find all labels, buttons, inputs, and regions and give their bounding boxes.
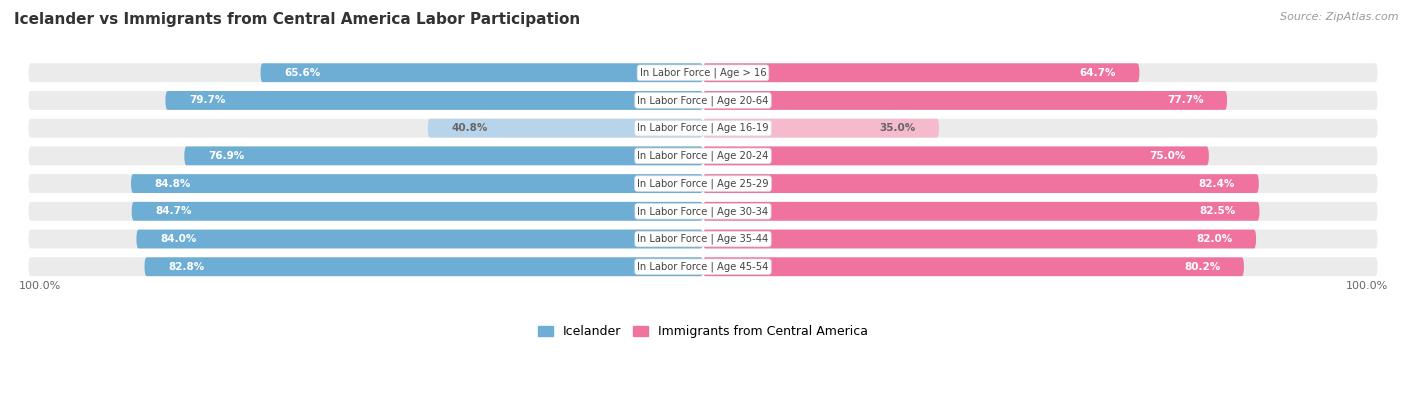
Text: In Labor Force | Age 20-24: In Labor Force | Age 20-24 (637, 150, 769, 161)
FancyBboxPatch shape (132, 202, 703, 221)
FancyBboxPatch shape (703, 91, 1378, 110)
Text: 64.7%: 64.7% (1080, 68, 1116, 78)
Text: 77.7%: 77.7% (1167, 96, 1204, 105)
Legend: Icelander, Immigrants from Central America: Icelander, Immigrants from Central Ameri… (537, 325, 869, 339)
FancyBboxPatch shape (427, 119, 703, 137)
Text: In Labor Force | Age 25-29: In Labor Force | Age 25-29 (637, 178, 769, 189)
Text: 40.8%: 40.8% (451, 123, 488, 133)
FancyBboxPatch shape (28, 229, 703, 248)
FancyBboxPatch shape (703, 229, 1378, 248)
FancyBboxPatch shape (131, 174, 703, 193)
Text: 100.0%: 100.0% (1346, 281, 1388, 291)
Text: In Labor Force | Age 35-44: In Labor Force | Age 35-44 (637, 234, 769, 244)
FancyBboxPatch shape (28, 91, 703, 110)
Text: 80.2%: 80.2% (1184, 262, 1220, 272)
FancyBboxPatch shape (703, 174, 1258, 193)
FancyBboxPatch shape (28, 174, 703, 193)
FancyBboxPatch shape (166, 91, 703, 110)
FancyBboxPatch shape (703, 202, 1260, 221)
FancyBboxPatch shape (703, 63, 1139, 82)
FancyBboxPatch shape (28, 202, 703, 221)
Text: In Labor Force | Age 20-64: In Labor Force | Age 20-64 (637, 95, 769, 106)
FancyBboxPatch shape (703, 119, 1378, 137)
FancyBboxPatch shape (703, 202, 1378, 221)
Text: 79.7%: 79.7% (188, 96, 225, 105)
Text: In Labor Force | Age 45-54: In Labor Force | Age 45-54 (637, 261, 769, 272)
FancyBboxPatch shape (703, 147, 1378, 165)
Text: 82.0%: 82.0% (1197, 234, 1233, 244)
FancyBboxPatch shape (136, 229, 703, 248)
Text: In Labor Force | Age > 16: In Labor Force | Age > 16 (640, 68, 766, 78)
FancyBboxPatch shape (703, 257, 1244, 276)
FancyBboxPatch shape (703, 91, 1227, 110)
Text: 65.6%: 65.6% (284, 68, 321, 78)
Text: 100.0%: 100.0% (18, 281, 60, 291)
FancyBboxPatch shape (145, 257, 703, 276)
Text: Icelander vs Immigrants from Central America Labor Participation: Icelander vs Immigrants from Central Ame… (14, 12, 581, 27)
FancyBboxPatch shape (703, 174, 1378, 193)
Text: 76.9%: 76.9% (208, 151, 245, 161)
Text: 82.4%: 82.4% (1199, 179, 1236, 188)
Text: 84.8%: 84.8% (155, 179, 191, 188)
Text: 84.0%: 84.0% (160, 234, 197, 244)
FancyBboxPatch shape (260, 63, 703, 82)
FancyBboxPatch shape (184, 147, 703, 165)
FancyBboxPatch shape (28, 63, 703, 82)
Text: 75.0%: 75.0% (1149, 151, 1185, 161)
Text: 84.7%: 84.7% (155, 206, 191, 216)
FancyBboxPatch shape (703, 257, 1378, 276)
Text: In Labor Force | Age 30-34: In Labor Force | Age 30-34 (637, 206, 769, 216)
Text: Source: ZipAtlas.com: Source: ZipAtlas.com (1281, 12, 1399, 22)
Text: 35.0%: 35.0% (879, 123, 915, 133)
FancyBboxPatch shape (703, 63, 1378, 82)
FancyBboxPatch shape (703, 119, 939, 137)
FancyBboxPatch shape (28, 147, 703, 165)
Text: 82.5%: 82.5% (1199, 206, 1236, 216)
FancyBboxPatch shape (703, 229, 1256, 248)
Text: In Labor Force | Age 16-19: In Labor Force | Age 16-19 (637, 123, 769, 134)
FancyBboxPatch shape (28, 257, 703, 276)
Text: 82.8%: 82.8% (169, 262, 204, 272)
FancyBboxPatch shape (703, 147, 1209, 165)
FancyBboxPatch shape (28, 119, 703, 137)
